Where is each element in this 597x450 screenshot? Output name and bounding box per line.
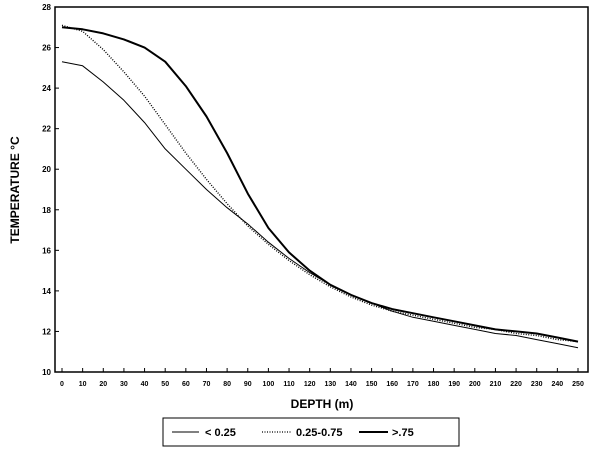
x-tick-label: 110 [283, 381, 294, 388]
x-tick-label: 90 [244, 381, 252, 388]
legend-box [162, 417, 460, 447]
x-tick-label: 250 [572, 381, 584, 388]
x-tick-label: 170 [407, 381, 419, 388]
x-tick-label: 50 [161, 381, 169, 388]
x-tick-label: 210 [490, 381, 502, 388]
x-tick-label: 200 [469, 381, 481, 388]
y-tick-label: 12 [42, 327, 51, 336]
x-tick-label: 20 [99, 381, 107, 388]
x-tick-label: 130 [324, 381, 336, 388]
legend: < 0.25 0.25-0.75 >.75 [162, 417, 460, 447]
x-tick-label: 150 [366, 381, 378, 388]
legend-label-0-25-0-75: 0.25-0.75 [296, 427, 342, 439]
y-axis-title: TEMPERATURE °C [8, 136, 22, 244]
y-axis: 10 12 14 16 18 20 22 24 26 28 [42, 3, 59, 377]
y-tick-label: 16 [42, 246, 51, 255]
x-tick-label: 80 [223, 381, 231, 388]
x-axis-title: DEPTH (m) [291, 397, 354, 411]
x-tick-label: 0 [60, 381, 64, 388]
x-tick-label: 40 [141, 381, 149, 388]
x-tick-label: 100 [263, 381, 275, 388]
x-tick-label: 10 [79, 381, 87, 388]
legend-label-lt-0-25: < 0.25 [205, 427, 236, 439]
y-tick-label: 24 [42, 84, 51, 93]
x-tick-label: 240 [552, 381, 564, 388]
y-tick-label: 28 [42, 3, 51, 12]
y-tick-label: 26 [42, 44, 51, 53]
x-tick-label: 190 [448, 381, 460, 388]
x-axis: 0 10 20 30 40 50 60 70 80 90 100 110 120 130 140 150 160… [60, 368, 584, 388]
x-tick-label: 160 [386, 381, 398, 388]
legend-label-gt-0-75: >.75 [392, 427, 414, 439]
x-tick-label: 70 [203, 381, 211, 388]
x-tick-label: 120 [304, 381, 316, 388]
x-tick-label: 230 [531, 381, 543, 388]
plot-area-frame [54, 6, 589, 373]
y-tick-label: 22 [42, 125, 51, 134]
y-tick-label: 18 [42, 206, 51, 215]
y-tick-label: 14 [42, 287, 51, 296]
x-tick-label: 30 [120, 381, 128, 388]
x-tick-label: 60 [182, 381, 190, 388]
x-tick-label: 180 [428, 381, 440, 388]
x-tick-label: 140 [345, 381, 357, 388]
x-tick-label: 220 [510, 381, 522, 388]
series-lines [61, 24, 579, 349]
y-tick-label: 10 [42, 368, 51, 377]
y-tick-label: 20 [42, 165, 51, 174]
series-line-3 [61, 26, 579, 343]
